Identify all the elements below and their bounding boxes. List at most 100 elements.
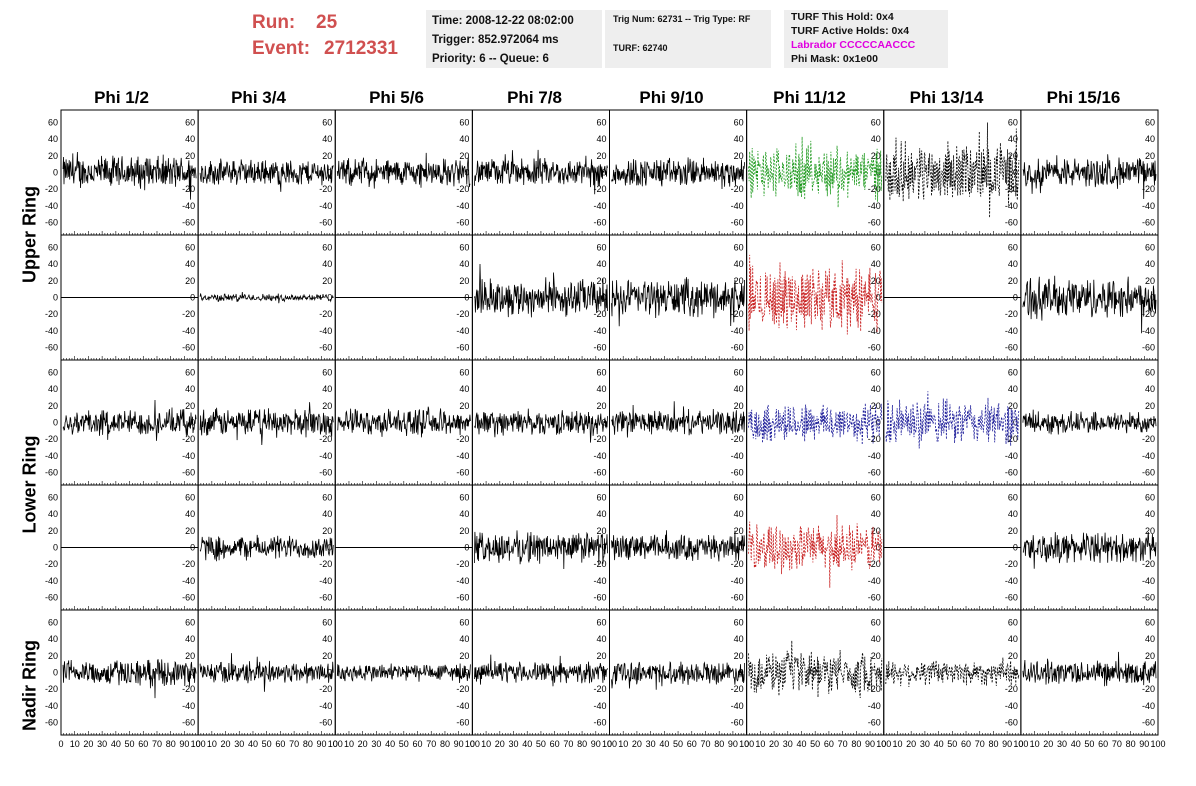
y-tick-label: 40 bbox=[871, 259, 881, 269]
y-tick-label: -40 bbox=[868, 576, 881, 586]
x-tick-label: 0 bbox=[333, 739, 338, 749]
x-tick-label: 0 bbox=[58, 739, 63, 749]
x-tick-label: 60 bbox=[1098, 739, 1108, 749]
waveform-r2-c4 bbox=[611, 401, 745, 438]
x-tick-label: 70 bbox=[426, 739, 436, 749]
waveform-r2-c7 bbox=[1022, 409, 1157, 435]
x-tick-label: 100 bbox=[465, 739, 480, 749]
x-tick-label: 100 bbox=[876, 739, 891, 749]
x-tick-label: 40 bbox=[522, 739, 532, 749]
y-tick-label: -20 bbox=[45, 309, 58, 319]
y-tick-label: -40 bbox=[593, 701, 606, 711]
y-tick-label: -20 bbox=[1142, 434, 1155, 444]
trigger-text: Trigger: 852.972064 ms bbox=[432, 34, 559, 46]
y-tick-label: -60 bbox=[456, 468, 469, 478]
y-tick-label: -40 bbox=[45, 576, 58, 586]
y-tick-label: -40 bbox=[456, 201, 469, 211]
y-tick-label: 20 bbox=[185, 276, 195, 286]
y-tick-label: 60 bbox=[459, 493, 469, 503]
y-tick-label: 60 bbox=[1145, 368, 1155, 378]
y-tick-label: 20 bbox=[1008, 151, 1018, 161]
x-tick-label: 60 bbox=[824, 739, 834, 749]
y-tick-label: 20 bbox=[48, 651, 58, 661]
event-value: 2712331 bbox=[324, 38, 398, 59]
y-tick-label: -40 bbox=[593, 326, 606, 336]
y-tick-label: 0 bbox=[876, 293, 881, 303]
y-tick-label: -40 bbox=[731, 451, 744, 461]
y-tick-label: 20 bbox=[871, 401, 881, 411]
y-tick-label: 40 bbox=[871, 384, 881, 394]
phi-mask-text: Phi Mask: 0x1e00 bbox=[791, 53, 878, 65]
y-tick-label: 40 bbox=[596, 134, 606, 144]
y-tick-label: 20 bbox=[459, 651, 469, 661]
y-tick-label: -20 bbox=[868, 184, 881, 194]
y-tick-label: 60 bbox=[734, 493, 744, 503]
y-tick-label: -40 bbox=[1142, 701, 1155, 711]
x-tick-label: 60 bbox=[961, 739, 971, 749]
y-tick-label: -60 bbox=[593, 218, 606, 228]
y-tick-label: 20 bbox=[1008, 651, 1018, 661]
y-tick-label: 40 bbox=[48, 134, 58, 144]
y-tick-label: -20 bbox=[731, 559, 744, 569]
y-tick-label: -60 bbox=[319, 218, 332, 228]
y-tick-label: -40 bbox=[731, 326, 744, 336]
y-tick-label: -60 bbox=[731, 468, 744, 478]
y-tick-label: -60 bbox=[456, 593, 469, 603]
x-tick-label: 50 bbox=[947, 739, 957, 749]
y-tick-label: -20 bbox=[319, 309, 332, 319]
column-header-phi-15-16: Phi 15/16 bbox=[1046, 88, 1121, 107]
turf-info-box: TURF This Hold: 0x4 TURF Active Holds: 0… bbox=[784, 10, 948, 68]
x-tick-label: 20 bbox=[221, 739, 231, 749]
y-tick-label: 0 bbox=[876, 543, 881, 553]
y-tick-label: -60 bbox=[319, 718, 332, 728]
y-tick-label: 0 bbox=[53, 543, 58, 553]
y-tick-label: 60 bbox=[48, 493, 58, 503]
x-tick-label: 20 bbox=[769, 739, 779, 749]
y-tick-label: -40 bbox=[868, 451, 881, 461]
y-tick-label: -60 bbox=[1005, 468, 1018, 478]
waveform-r4-c6 bbox=[885, 657, 1020, 688]
waveform-r3-c3 bbox=[474, 530, 608, 570]
y-tick-label: -20 bbox=[731, 684, 744, 694]
y-tick-label: -20 bbox=[182, 184, 195, 194]
y-tick-label: 60 bbox=[459, 618, 469, 628]
y-tick-label: 40 bbox=[322, 509, 332, 519]
turf-this-hold-text: TURF This Hold: 0x4 bbox=[791, 11, 894, 23]
y-tick-label: 40 bbox=[322, 384, 332, 394]
y-tick-label: -40 bbox=[1142, 326, 1155, 336]
y-tick-label: -40 bbox=[319, 451, 332, 461]
y-tick-label: 40 bbox=[48, 634, 58, 644]
y-tick-label: -20 bbox=[868, 434, 881, 444]
waveform-r2-c1 bbox=[199, 402, 334, 446]
x-tick-label: 50 bbox=[399, 739, 409, 749]
y-tick-label: -60 bbox=[456, 218, 469, 228]
waveform-r4-c7 bbox=[1022, 651, 1157, 687]
y-tick-label: 0 bbox=[327, 293, 332, 303]
y-tick-label: -20 bbox=[1142, 309, 1155, 319]
x-tick-label: 80 bbox=[303, 739, 313, 749]
y-tick-label: -60 bbox=[593, 468, 606, 478]
waveform-r0-c2 bbox=[336, 152, 471, 189]
y-tick-label: -60 bbox=[868, 593, 881, 603]
y-tick-label: 40 bbox=[1145, 134, 1155, 144]
y-tick-label: 20 bbox=[734, 651, 744, 661]
y-tick-label: -40 bbox=[868, 326, 881, 336]
run-label: Run: bbox=[252, 12, 296, 33]
x-tick-label: 40 bbox=[385, 739, 395, 749]
y-tick-label: -20 bbox=[1005, 559, 1018, 569]
y-tick-label: 0 bbox=[1150, 293, 1155, 303]
y-tick-label: -20 bbox=[1005, 309, 1018, 319]
y-tick-label: 20 bbox=[459, 151, 469, 161]
y-tick-label: 0 bbox=[1150, 543, 1155, 553]
y-tick-label: 40 bbox=[459, 259, 469, 269]
y-tick-label: 20 bbox=[185, 651, 195, 661]
y-tick-label: -60 bbox=[731, 718, 744, 728]
y-tick-label: 20 bbox=[48, 526, 58, 536]
x-tick-label: 90 bbox=[179, 739, 189, 749]
y-tick-label: 60 bbox=[734, 618, 744, 628]
waveform-r4-c4 bbox=[611, 661, 745, 690]
y-tick-label: -20 bbox=[731, 309, 744, 319]
y-tick-label: 20 bbox=[734, 151, 744, 161]
y-tick-label: 0 bbox=[53, 293, 58, 303]
y-tick-label: -40 bbox=[456, 576, 469, 586]
